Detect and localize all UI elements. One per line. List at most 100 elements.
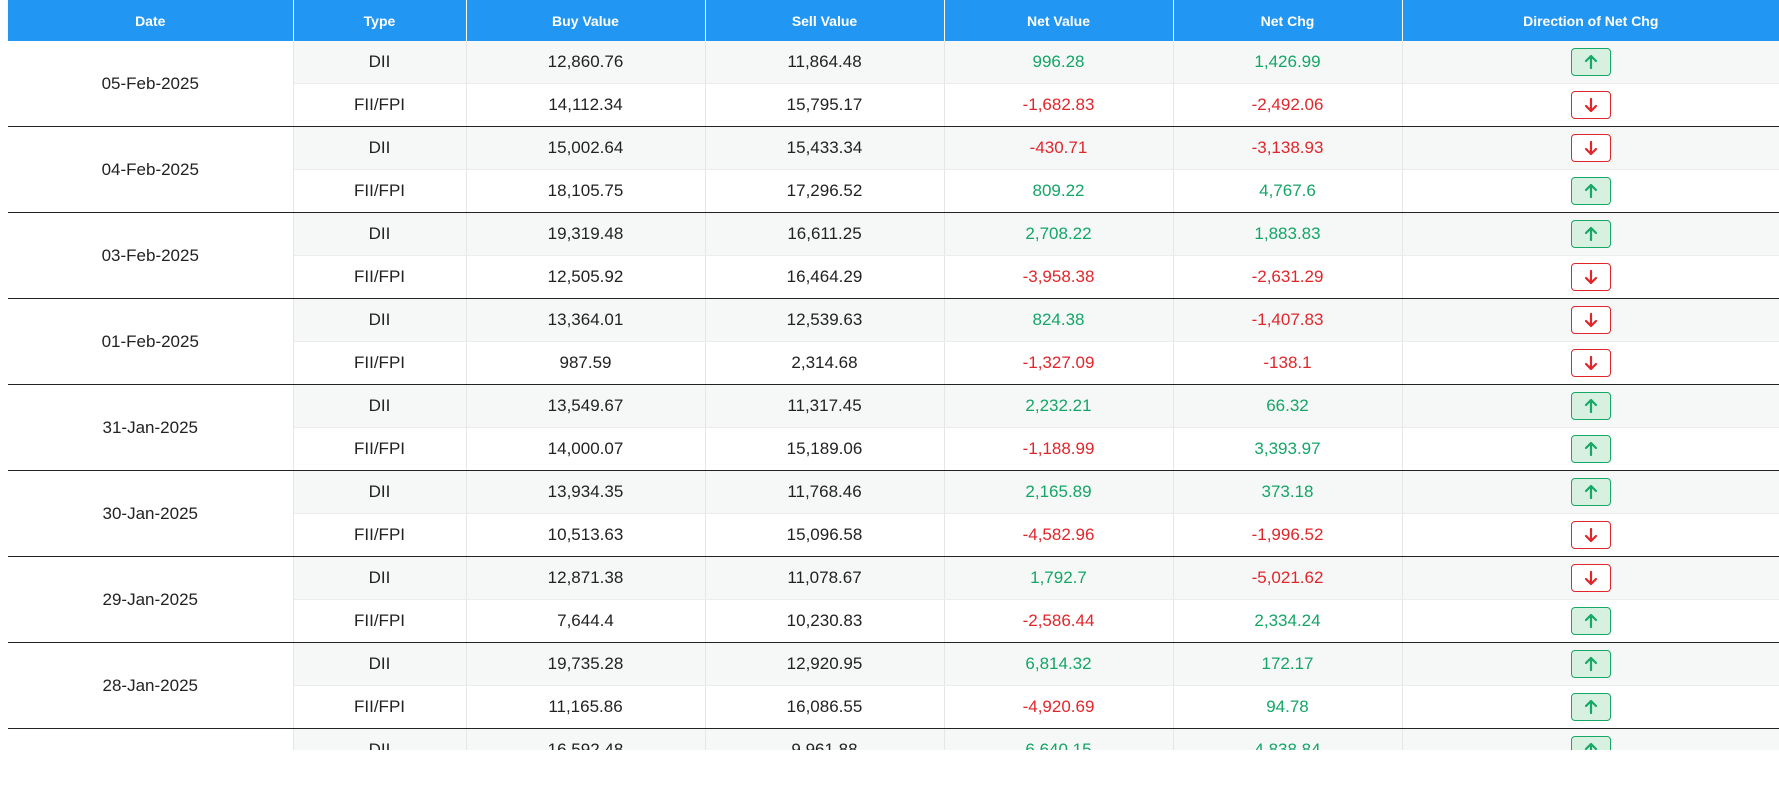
direction-cell xyxy=(1402,41,1779,84)
direction-badge[interactable] xyxy=(1570,607,1611,635)
direction-badge[interactable] xyxy=(1570,263,1611,291)
net-value-cell: 809.22 xyxy=(944,169,1174,213)
type-cell: DII xyxy=(293,642,467,686)
direction-cell xyxy=(1402,513,1779,557)
table-row[interactable]: FII/FPI 10,513.63 15,096.58 -4,582.96 -1,996… xyxy=(8,513,1779,557)
type-cell: DII xyxy=(293,41,467,84)
sell-value-cell: 16,464.29 xyxy=(705,255,945,299)
table-row[interactable]: 01-Feb-2025 DII 13,364.01 12,539.63 824.38 -1… xyxy=(8,298,1779,385)
date-cell: 29-Jan-2025 xyxy=(8,556,294,643)
table-row[interactable]: 03-Feb-2025 DII 19,319.48 16,611.25 2,708.22… xyxy=(8,212,1779,299)
table-row[interactable]: FII/FPI 18,105.75 17,296.52 809.22 4,767.6 xyxy=(8,169,1779,213)
net-value-cell: 2,232.21 xyxy=(944,384,1174,428)
header-direction[interactable]: Direction of Net Chg xyxy=(1402,0,1779,41)
date-cell: 03-Feb-2025 xyxy=(8,212,294,299)
table-row[interactable]: 30-Jan-2025 DII 13,934.35 11,768.46 2,165.89… xyxy=(8,470,1779,557)
direction-badge[interactable] xyxy=(1570,435,1611,463)
direction-badge[interactable] xyxy=(1570,349,1611,377)
net-chg-cell: -138.1 xyxy=(1173,341,1403,385)
table-row[interactable]: 28-Jan-2025 DII 19,735.28 12,920.95 6,814.32… xyxy=(8,642,1779,729)
table-row[interactable]: 29-Jan-2025 DII 12,871.38 11,078.67 1,792.7-… xyxy=(8,556,1779,643)
arrow-up-icon xyxy=(1583,54,1599,70)
sell-value-cell: 11,768.46 xyxy=(705,470,945,514)
buy-value-cell: 13,934.35 xyxy=(466,470,706,514)
net-value-cell: 6,814.32 xyxy=(944,642,1174,686)
direction-badge[interactable] xyxy=(1570,306,1611,334)
arrow-down-icon xyxy=(1583,570,1599,586)
table-row[interactable]: FII/FPI 14,112.34 15,795.17 -1,682.83 -2,492… xyxy=(8,83,1779,127)
net-chg-cell: 1,426.99 xyxy=(1173,41,1403,84)
type-cell: FII/FPI xyxy=(293,685,467,729)
table-row[interactable]: FII/FPI 7,644.4 10,230.83 -2,586.44 2,334.24 xyxy=(8,599,1779,643)
direction-badge[interactable] xyxy=(1570,91,1611,119)
table-row[interactable]: 05-Feb-2025 DII 12,860.76 11,864.48 996.28 1,… xyxy=(8,41,1779,127)
header-type[interactable]: Type xyxy=(293,0,467,41)
arrow-up-icon xyxy=(1583,699,1599,715)
direction-badge[interactable] xyxy=(1570,736,1611,750)
type-cell: DII xyxy=(293,384,467,428)
arrow-up-icon xyxy=(1583,226,1599,242)
direction-badge[interactable] xyxy=(1570,177,1611,205)
net-value-cell: 996.28 xyxy=(944,41,1174,84)
direction-badge[interactable] xyxy=(1570,220,1611,248)
direction-cell xyxy=(1402,427,1779,471)
direction-badge[interactable] xyxy=(1570,134,1611,162)
sell-value-cell: 11,864.48 xyxy=(705,41,945,84)
buy-value-cell: 12,505.92 xyxy=(466,255,706,299)
type-cell: DII xyxy=(293,728,467,750)
header-net-chg[interactable]: Net Chg xyxy=(1173,0,1403,41)
direction-cell xyxy=(1402,255,1779,299)
sell-value-cell: 15,189.06 xyxy=(705,427,945,471)
direction-badge[interactable] xyxy=(1570,650,1611,678)
header-buy-value[interactable]: Buy Value xyxy=(466,0,706,41)
buy-value-cell: 12,860.76 xyxy=(466,41,706,84)
type-cell: FII/FPI xyxy=(293,255,467,299)
type-cell: FII/FPI xyxy=(293,599,467,643)
buy-value-cell: 14,000.07 xyxy=(466,427,706,471)
table-row[interactable]: DII 16,592.48 9,961.88 6,640.15 4,838.84 xyxy=(8,728,1779,750)
net-value-cell: 6,640.15 xyxy=(944,728,1174,750)
table-row[interactable]: FII/FPI 12,505.92 16,464.29 -3,958.38 -2,631… xyxy=(8,255,1779,299)
direction-badge[interactable] xyxy=(1570,392,1611,420)
net-value-cell: -2,586.44 xyxy=(944,599,1174,643)
date-cell: 01-Feb-2025 xyxy=(8,298,294,385)
buy-value-cell: 16,592.48 xyxy=(466,728,706,750)
direction-cell xyxy=(1402,728,1779,750)
direction-badge[interactable] xyxy=(1570,564,1611,592)
date-cell: 30-Jan-2025 xyxy=(8,470,294,557)
arrow-down-icon xyxy=(1583,269,1599,285)
direction-badge[interactable] xyxy=(1570,48,1611,76)
sell-value-cell: 17,296.52 xyxy=(705,169,945,213)
sell-value-cell: 15,433.34 xyxy=(705,126,945,170)
direction-badge[interactable] xyxy=(1570,521,1611,549)
table-row[interactable]: 31-Jan-2025 DII 13,549.67 11,317.45 2,232.21… xyxy=(8,384,1779,471)
direction-cell xyxy=(1402,169,1779,213)
header-net-value[interactable]: Net Value xyxy=(944,0,1174,41)
direction-badge[interactable] xyxy=(1570,693,1611,721)
sell-value-cell: 15,795.17 xyxy=(705,83,945,127)
table-row[interactable]: FII/FPI 11,165.86 16,086.55 -4,920.69 94.78 xyxy=(8,685,1779,729)
net-chg-cell: -1,996.52 xyxy=(1173,513,1403,557)
arrow-down-icon xyxy=(1583,355,1599,371)
type-cell: DII xyxy=(293,298,467,342)
table-body: 05-Feb-2025 DII 12,860.76 11,864.48 996.28 1,… xyxy=(8,41,1779,750)
type-cell: FII/FPI xyxy=(293,341,467,385)
direction-cell xyxy=(1402,83,1779,127)
date-cell: 05-Feb-2025 xyxy=(8,41,294,127)
net-chg-cell: -2,492.06 xyxy=(1173,83,1403,127)
net-chg-cell: 94.78 xyxy=(1173,685,1403,729)
net-value-cell: -430.71 xyxy=(944,126,1174,170)
fii-dii-table-container[interactable]: Date Type Buy Value Sell Value Net Value… xyxy=(8,0,1779,750)
direction-badge[interactable] xyxy=(1570,478,1611,506)
direction-cell xyxy=(1402,599,1779,643)
net-value-cell: 824.38 xyxy=(944,298,1174,342)
buy-value-cell: 13,364.01 xyxy=(466,298,706,342)
header-sell-value[interactable]: Sell Value xyxy=(705,0,945,41)
net-value-cell: 2,708.22 xyxy=(944,212,1174,256)
table-row[interactable]: 04-Feb-2025 DII 15,002.64 15,433.34 -430.71-… xyxy=(8,126,1779,213)
table-row[interactable]: FII/FPI 987.59 2,314.68 -1,327.09 -138.1 xyxy=(8,341,1779,385)
net-value-cell: 1,792.7 xyxy=(944,556,1174,600)
type-cell: DII xyxy=(293,556,467,600)
table-row[interactable]: FII/FPI 14,000.07 15,189.06 -1,188.99 3,393.… xyxy=(8,427,1779,471)
header-date[interactable]: Date xyxy=(8,0,294,41)
